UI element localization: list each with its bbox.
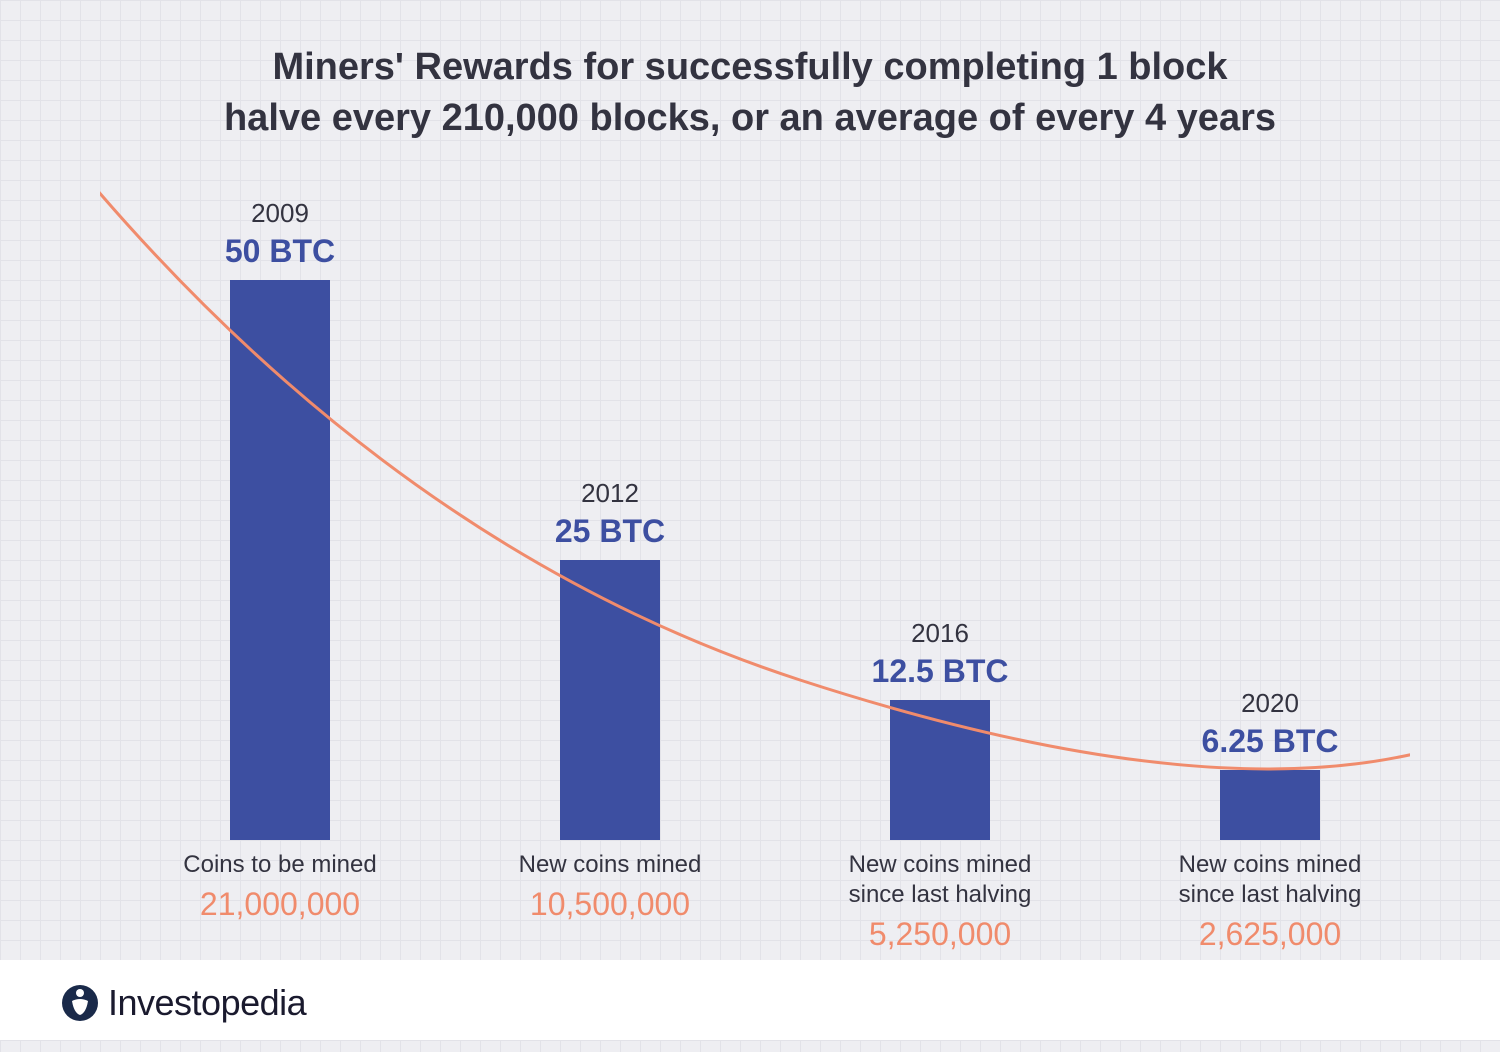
labels-row: Coins to be mined 21,000,000 New coins min… [100, 850, 1410, 970]
label-text: New coins minedsince last halving [790, 850, 1090, 910]
logo-mark-icon [60, 983, 100, 1023]
bar-group-2016: 2016 12.5 BTC [790, 618, 1090, 840]
label-group-2016: New coins minedsince last halving 5,250,0… [790, 850, 1090, 953]
label-text: Coins to be mined [130, 850, 430, 880]
title-line-2: halve every 210,000 blocks, or an averag… [224, 97, 1276, 139]
label-group-2020: New coins minedsince last halving 2,625,0… [1120, 850, 1420, 953]
label-value: 2,625,000 [1120, 916, 1420, 953]
chart-area: 200950 BTC201225 BTC201612.5 BTC20206.25… [100, 180, 1410, 840]
bar-year: 2016 [790, 618, 1090, 649]
bar-year: 2009 [130, 198, 430, 229]
bar [560, 560, 660, 840]
bar-year: 2012 [460, 478, 760, 509]
label-value: 10,500,000 [460, 886, 760, 923]
logo-text: Investopedia [108, 982, 306, 1024]
bar-btc-label: 12.5 BTC [790, 653, 1090, 690]
label-text: New coins mined [460, 850, 760, 880]
bar [890, 700, 990, 840]
chart-title: Miners' Rewards for successfully complet… [0, 42, 1500, 145]
bar-btc-label: 50 BTC [130, 233, 430, 270]
label-group-2009: Coins to be mined 21,000,000 [130, 850, 430, 923]
bar [1220, 770, 1320, 840]
bar-btc-label: 25 BTC [460, 513, 760, 550]
investopedia-logo: Investopedia [60, 982, 306, 1024]
label-group-2012: New coins mined 10,500,000 [460, 850, 760, 923]
label-value: 21,000,000 [130, 886, 430, 923]
bar-group-2012: 2012 25 BTC [460, 478, 760, 840]
bar-group-2009: 2009 50 BTC [130, 198, 430, 840]
label-text: New coins minedsince last halving [1120, 850, 1420, 910]
bar-btc-label: 6.25 BTC [1120, 723, 1420, 760]
label-value: 5,250,000 [790, 916, 1090, 953]
bar [230, 280, 330, 840]
bar-year: 2020 [1120, 688, 1420, 719]
bar-group-2020: 2020 6.25 BTC [1120, 688, 1420, 840]
title-line-1: Miners' Rewards for successfully complet… [272, 46, 1227, 88]
